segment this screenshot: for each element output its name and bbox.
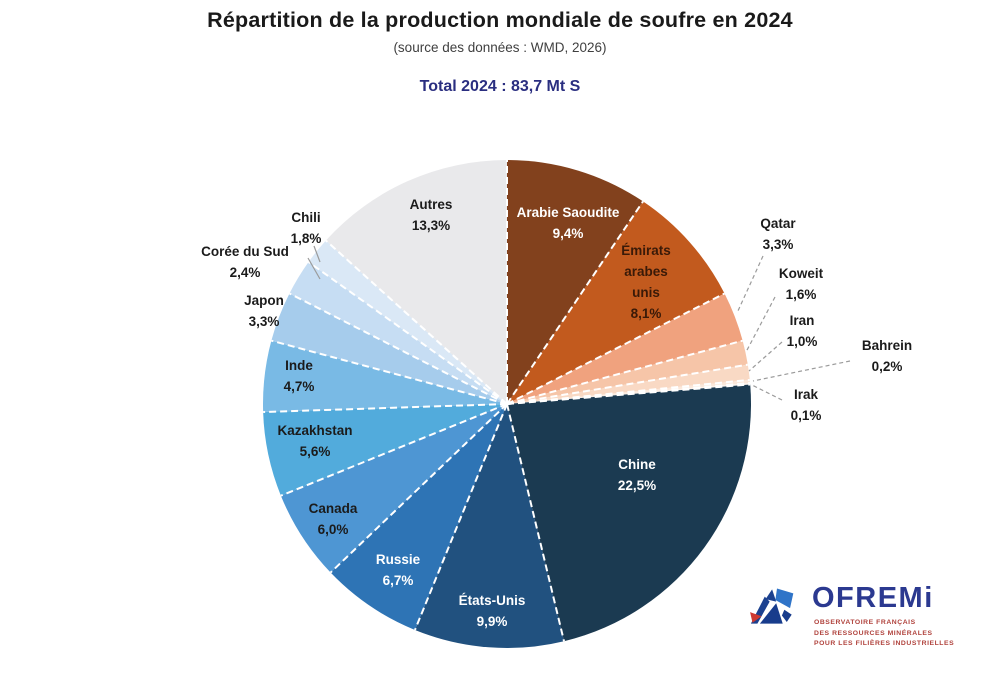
slice-divider <box>506 383 751 405</box>
pie-slice-kazakhstan <box>263 404 507 496</box>
slice-divider <box>506 378 750 405</box>
chart-title: Répartition de la production mondiale de… <box>207 8 793 32</box>
slice-divider <box>506 403 565 642</box>
total-label: Total 2024 : 83,7 Mt S <box>419 78 581 95</box>
pie-slice-chine <box>507 384 752 642</box>
pie-slice-chili <box>308 240 507 404</box>
slice-divider <box>414 403 508 631</box>
leader-line-chili <box>313 245 321 263</box>
leader-line-iran <box>748 341 783 372</box>
slice-divider <box>280 403 508 497</box>
pie-slice-arabie-saoudite <box>507 160 643 404</box>
leader-line-bahrein <box>752 360 851 382</box>
ofremi-logo-text: OFREMi <box>812 582 934 614</box>
pie-slice-coree-du-sud <box>289 262 507 404</box>
pie-slice-emirats-arabes-unis <box>507 201 725 404</box>
ofremi-tagline: OBSERVATOIRE FRANÇAIS DES RESSOURCES MIN… <box>814 618 954 650</box>
leader-line-irak <box>751 384 783 401</box>
pie-slice-etats-unis <box>414 404 565 648</box>
pie-slice-russie <box>330 404 507 630</box>
chart-subtitle: (source des données : WMD, 2026) <box>393 40 607 55</box>
ofremi-tagline-line: OBSERVATOIRE FRANÇAIS <box>814 619 916 626</box>
slice-divider <box>263 403 508 414</box>
slice-divider <box>307 261 508 405</box>
ofremi-logo-mark-icon <box>750 588 794 624</box>
slice-divider <box>271 339 508 405</box>
ofremi-tagline-line: POUR LES FILIÈRES INDUSTRIELLES <box>814 640 955 648</box>
slice-divider <box>506 292 725 405</box>
slice-divider <box>506 363 748 405</box>
pie-slice-qatar <box>507 293 743 404</box>
pie-slice-japon <box>271 293 507 404</box>
slice-divider <box>329 403 508 574</box>
slice-divider <box>325 239 508 405</box>
pie-slice-canada <box>280 404 507 573</box>
leader-line-qatar <box>736 255 764 314</box>
pie-slice-autres <box>325 160 507 404</box>
leader-line-coree-du-sud <box>307 257 321 280</box>
ofremi-logo: OFREMi OBSERVATOIRE FRANÇAIS DES RESSOUR… <box>746 582 966 654</box>
pie-slice-inde <box>262 340 507 413</box>
ofremi-tagline-line: DES RESSOURCES MINÉRALES <box>814 629 933 637</box>
slice-divider <box>506 339 743 405</box>
slice-divider <box>289 292 508 405</box>
leader-line-koweit <box>745 296 776 353</box>
slice-divider <box>506 200 644 405</box>
